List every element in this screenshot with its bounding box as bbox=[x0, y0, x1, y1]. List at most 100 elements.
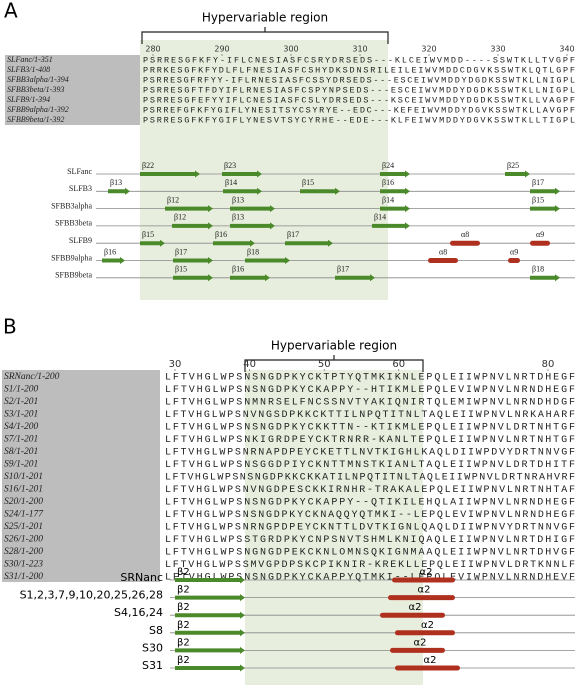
sequence: LFTVHGLWPSNSNGDPKYCKNAQQYQTMKI--LEPQLEVI… bbox=[165, 510, 575, 521]
helix bbox=[380, 612, 445, 618]
sequence: LFTVHGLWPSNGNGDPEKCKNLOMNSQKIGNMAAQLEIIW… bbox=[165, 548, 575, 559]
strand-arrow bbox=[175, 664, 245, 672]
element-label: β16 bbox=[104, 247, 116, 256]
sequence-name: S9/1-201 bbox=[4, 460, 38, 470]
sequence: LFTVHGLWPSNVNGDPESCKKIRNHR-TRAKALEPQLEII… bbox=[165, 485, 575, 496]
sequence: PSRRESGFKFY-IFLCNESIASFCSRYDRSEDS---KLCE… bbox=[143, 55, 575, 65]
sequence-name: SFBB9alpha/1-392 bbox=[7, 105, 69, 114]
element-label: β15 bbox=[175, 265, 187, 274]
helix bbox=[395, 630, 455, 636]
strand-arrow bbox=[230, 222, 275, 230]
ruler-label: 40 bbox=[243, 359, 256, 370]
helix bbox=[530, 240, 550, 246]
sequence: LFTVHGLWPSNSNGDPKYCKKTTN--KTIKMLEPQLEIIW… bbox=[165, 423, 575, 434]
bracket bbox=[141, 27, 389, 44]
element-label: β22 bbox=[142, 161, 154, 170]
sequence-name: S10/1-201 bbox=[4, 472, 43, 482]
sequence: LFTVHGLWPSNVNGSDPKKCKTTILNPQTITNLTAQLEII… bbox=[165, 410, 575, 421]
strand-arrow bbox=[223, 187, 262, 195]
helix bbox=[508, 258, 520, 263]
strand-arrow bbox=[300, 187, 340, 195]
sequence: LFTVHGLWPSNSNGDPKYCKAPPYQTMKI--LEPQLEVIW… bbox=[165, 573, 575, 584]
ruler-label: 50 bbox=[318, 359, 331, 370]
element-label: α9 bbox=[510, 247, 518, 256]
element-label: α2 bbox=[418, 585, 431, 596]
ruler-label: 340 bbox=[559, 45, 574, 54]
element-label: β12 bbox=[167, 195, 179, 204]
track-name: SFBB3alpha bbox=[51, 201, 92, 210]
sequence-name: S24/1-177 bbox=[4, 510, 44, 520]
sequence-name: SFBB9beta/1-392 bbox=[7, 115, 64, 124]
strand-arrow bbox=[213, 239, 255, 247]
sequence-name: S3/1-201 bbox=[4, 410, 38, 420]
element-label: β15 bbox=[302, 178, 314, 187]
sequence: LFTVHGLWPSNRNGPDPEYCKNTTLDVTKIGNLQAQLDII… bbox=[165, 523, 575, 534]
sequence-name: SFBB3alpha/1-394 bbox=[7, 75, 69, 84]
strand-arrow bbox=[108, 187, 130, 195]
sequence: LFTVHGLWPSNRNAPDPEYCKETTLNVTKIGHLKAQLDII… bbox=[165, 448, 575, 459]
element-label: β2 bbox=[177, 620, 190, 631]
sequence-name: S28/1-200 bbox=[4, 547, 43, 557]
strand-arrow bbox=[165, 205, 213, 213]
track-name: SFBB3beta bbox=[55, 219, 92, 228]
element-label: β14 bbox=[374, 213, 386, 222]
sequence-name: S26/1-200 bbox=[4, 535, 43, 545]
track-name: S31 bbox=[142, 659, 163, 672]
sequence-name: SLFB9/1-394 bbox=[7, 95, 50, 104]
hypervariable-shade bbox=[140, 40, 388, 300]
element-label: α8 bbox=[461, 230, 469, 239]
element-label: β17 bbox=[175, 247, 187, 256]
element-label: α9 bbox=[536, 230, 544, 239]
ruler-label: 300 bbox=[283, 45, 298, 54]
strand-arrow bbox=[380, 170, 410, 178]
strand-arrow bbox=[140, 170, 200, 178]
helix bbox=[390, 647, 445, 653]
strand-arrow bbox=[140, 239, 165, 247]
element-label: α2 bbox=[424, 655, 437, 666]
sequence: LFTVHGLWPSNSNGDPKYCKAPPY--QTIKILEHQLAIIW… bbox=[165, 498, 575, 509]
strand-arrow bbox=[380, 205, 410, 213]
sequence: PSRREFGFKFYGIFLYNESITSYCSYRYE--EDC---KEF… bbox=[143, 105, 575, 115]
sequence-name: S8/1-201 bbox=[4, 447, 38, 457]
element-label: β16 bbox=[232, 265, 244, 274]
strand-arrow bbox=[172, 222, 213, 230]
ruler-label: 310 bbox=[352, 45, 367, 54]
element-label: β13 bbox=[232, 195, 244, 204]
strand-arrow bbox=[175, 646, 245, 654]
element-label: β2 bbox=[177, 655, 190, 666]
ruler-label: 60 bbox=[392, 359, 405, 370]
track-name: SLFB3 bbox=[69, 184, 92, 193]
element-label: β16 bbox=[215, 230, 227, 239]
sequence: PSRRESGFTFDYIFLRNESIASFCSPYNPSEDS---ESCE… bbox=[143, 85, 575, 95]
strand-arrow bbox=[175, 594, 245, 602]
panel-label: B bbox=[3, 315, 17, 339]
element-label: β2 bbox=[177, 567, 190, 578]
element-label: β18 bbox=[532, 265, 544, 274]
element-label: β15 bbox=[532, 195, 544, 204]
helix bbox=[395, 665, 460, 671]
element-label: β17 bbox=[337, 265, 349, 274]
track-name: S8 bbox=[149, 624, 163, 637]
element-label: β2 bbox=[177, 585, 190, 596]
sequence-name: SLFanc/1-351 bbox=[7, 55, 53, 64]
ruler-label: 280 bbox=[145, 45, 160, 54]
sequence: LFTVHGLWPSSTGRDPKYCNPSNVTSHMLKNIQAQLEIIW… bbox=[165, 535, 575, 546]
element-label: β16 bbox=[382, 178, 394, 187]
ruler-label: 330 bbox=[490, 45, 505, 54]
track-name: SLFanc bbox=[67, 167, 92, 176]
strand-arrow bbox=[245, 257, 290, 264]
bracket bbox=[244, 355, 424, 372]
strand-arrow bbox=[102, 257, 125, 264]
track-name: S1,2,3,7,9,10,20,25,26,28 bbox=[20, 589, 163, 602]
strand-arrow bbox=[173, 257, 213, 264]
element-label: α2 bbox=[409, 602, 422, 613]
strand-arrow bbox=[175, 629, 245, 637]
panel-label: A bbox=[4, 0, 18, 23]
strand-arrow bbox=[175, 611, 245, 619]
sequence: PSRRESGFEFYYIFLCNESIASFCSLYDRSEDS---KSCE… bbox=[143, 95, 575, 105]
strand-arrow bbox=[173, 274, 213, 282]
strand-arrow bbox=[380, 187, 410, 195]
element-label: β17 bbox=[287, 230, 299, 239]
element-label: β24 bbox=[382, 161, 394, 170]
